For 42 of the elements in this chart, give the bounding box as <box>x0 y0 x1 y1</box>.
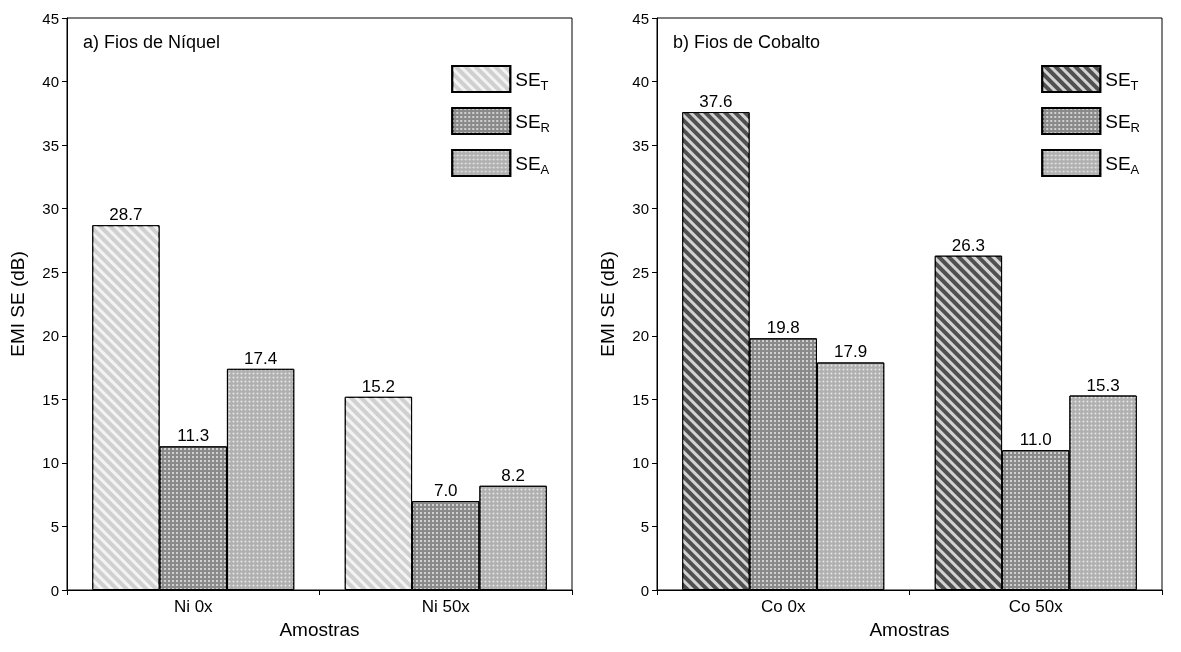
data-label: 26.3 <box>951 235 985 255</box>
y-tick-label: 10 <box>42 454 59 472</box>
y-tick-label: 20 <box>42 327 59 345</box>
y-tick-label: 30 <box>42 200 59 218</box>
y-tick-label: 25 <box>42 263 59 281</box>
text: a) Fios de Níquel <box>83 32 221 52</box>
y-tick-label: 5 <box>640 517 649 535</box>
text: b) Fios de Cobalto <box>673 32 821 52</box>
x-axis-title: Amostras <box>869 618 950 640</box>
y-tick-label: 15 <box>632 390 649 408</box>
x-tick-label: Co 50x <box>1008 597 1064 616</box>
data-label: 15.2 <box>361 376 395 396</box>
data-label: 8.2 <box>501 465 525 485</box>
y-tick-label: 0 <box>50 581 59 599</box>
y-tick-label: 20 <box>632 327 649 345</box>
y-tick-label: 10 <box>632 454 649 472</box>
x-tick-label: Ni 50x <box>421 597 471 616</box>
data-label: 19.8 <box>766 318 800 338</box>
x-axis-title: Amostras <box>279 618 360 640</box>
data-label: 11.0 <box>1019 430 1052 450</box>
y-tick-label: 35 <box>632 136 649 154</box>
data-label: 28.7 <box>109 205 143 225</box>
data-label: 15.3 <box>1086 375 1120 395</box>
y-tick-label: 5 <box>50 517 59 535</box>
y-tick-label: 45 <box>42 9 59 27</box>
y-tick-label: 45 <box>632 9 649 27</box>
y-tick-label: 0 <box>640 581 649 599</box>
y-tick-label: 30 <box>632 200 649 218</box>
data-label: 17.4 <box>244 348 278 368</box>
data-label: 7.0 <box>433 481 458 501</box>
y-axis-title: EMI SE (dB) <box>7 251 28 357</box>
y-axis-title: EMI SE (dB) <box>597 251 618 357</box>
data-label: 37.6 <box>699 92 733 112</box>
y-tick-label: 15 <box>42 390 59 408</box>
y-tick-label: 35 <box>42 136 59 154</box>
data-label: 17.9 <box>834 342 868 362</box>
x-tick-label: Ni 0x <box>173 597 214 616</box>
y-tick-label: 40 <box>632 73 649 91</box>
x-tick-label: Co 0x <box>761 597 806 616</box>
data-label: 11.3 <box>177 426 210 446</box>
y-tick-label: 40 <box>42 73 59 91</box>
y-tick-label: 25 <box>632 263 649 281</box>
